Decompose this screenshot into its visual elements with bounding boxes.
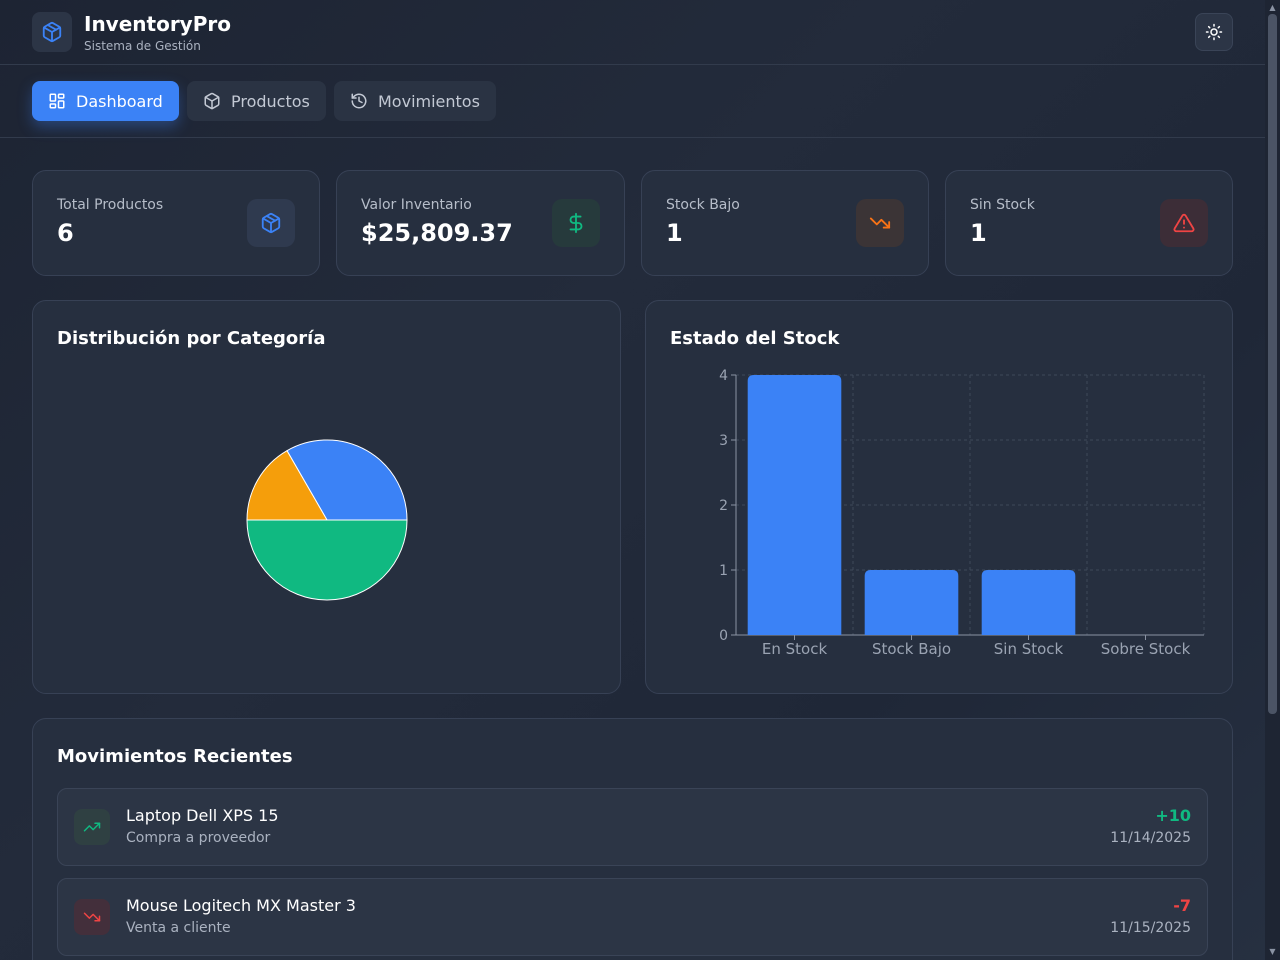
x-tick-label: Sobre Stock xyxy=(1101,640,1191,658)
pie-slice[interactable] xyxy=(286,439,408,521)
tab-label: Dashboard xyxy=(76,91,163,111)
tab-dashboard[interactable]: Dashboard xyxy=(32,81,179,121)
stat-icon-box xyxy=(247,199,295,247)
y-tick-label: 3 xyxy=(719,433,728,449)
stat-value: $25,809.37 xyxy=(361,219,513,247)
stock-status-panel: Estado del Stock 0 1 2 3 4 En Stock Stock Bajo… xyxy=(645,300,1233,694)
recent-movements-panel: Movimientos Recientes Laptop Dell XPS 15… xyxy=(32,718,1233,960)
movement-item[interactable]: Laptop Dell XPS 15 Compra a proveedor +1… xyxy=(57,788,1208,866)
movement-description: Compra a proveedor xyxy=(126,830,271,846)
tab-productos[interactable]: Productos xyxy=(187,81,326,121)
pie-slice[interactable] xyxy=(246,450,328,521)
box-icon xyxy=(204,92,220,110)
grid-icon xyxy=(49,93,65,109)
page-scrollbar[interactable]: ▲ ▼ xyxy=(1265,0,1280,960)
pie-slice[interactable] xyxy=(246,519,408,601)
category-pie-chart xyxy=(246,439,408,601)
x-tick-label: Sin Stock xyxy=(994,640,1064,658)
y-tick-label: 0 xyxy=(719,628,728,644)
stock-bar-chart: 0 1 2 3 4 En Stock Stock Bajo Sin Stock Sobre St… xyxy=(719,368,1205,658)
y-tick-label: 4 xyxy=(719,368,728,384)
movement-product-name: Laptop Dell XPS 15 xyxy=(126,806,279,825)
stat-label: Stock Bajo xyxy=(666,197,740,213)
movement-product-name: Mouse Logitech MX Master 3 xyxy=(126,896,356,915)
bar[interactable] xyxy=(747,375,842,635)
alert-triangle-icon xyxy=(1173,213,1195,233)
box-icon xyxy=(42,21,62,43)
movement-description: Venta a cliente xyxy=(126,920,231,936)
box-icon xyxy=(261,212,281,234)
bar[interactable] xyxy=(864,570,959,635)
stat-card-stock-bajo: Stock Bajo 1 xyxy=(641,170,929,276)
y-tick-label: 2 xyxy=(719,498,728,514)
dollar-icon xyxy=(569,212,583,234)
stat-label: Sin Stock xyxy=(970,197,1035,213)
x-tick-label: Stock Bajo xyxy=(872,640,951,658)
movement-icon-box xyxy=(74,899,110,935)
scroll-up-arrow[interactable]: ▲ xyxy=(1269,3,1276,12)
stat-card-valor-inventario: Valor Inventario $25,809.37 xyxy=(336,170,625,276)
sun-icon xyxy=(1205,23,1223,41)
app-logo xyxy=(32,12,72,52)
tab-movimientos[interactable]: Movimientos xyxy=(334,81,496,121)
stat-icon-box xyxy=(552,199,600,247)
stat-icon-box xyxy=(856,199,904,247)
nav-tabs: Dashboard Productos Movimientos xyxy=(0,65,1265,138)
stat-card-total-productos: Total Productos 6 xyxy=(32,170,320,276)
stat-value: 1 xyxy=(970,219,987,247)
movement-quantity: -7 xyxy=(1173,896,1191,915)
x-tick-label: En Stock xyxy=(762,640,828,658)
movement-date: 11/14/2025 xyxy=(1110,830,1191,846)
panel-title: Movimientos Recientes xyxy=(57,746,293,767)
movement-date: 11/15/2025 xyxy=(1110,920,1191,936)
theme-toggle-button[interactable] xyxy=(1195,13,1233,51)
stat-label: Valor Inventario xyxy=(361,197,472,213)
bar[interactable] xyxy=(981,570,1076,635)
stat-label: Total Productos xyxy=(57,197,164,213)
trending-down-icon xyxy=(83,912,101,922)
movement-quantity: +10 xyxy=(1155,806,1191,825)
trending-down-icon xyxy=(869,217,891,229)
tab-label: Movimientos xyxy=(378,91,480,111)
history-icon xyxy=(351,93,367,109)
trending-up-icon xyxy=(83,822,101,832)
stat-icon-box xyxy=(1160,199,1208,247)
panel-title: Distribución por Categoría xyxy=(57,328,326,349)
y-tick-label: 1 xyxy=(719,563,728,579)
scroll-down-arrow[interactable]: ▼ xyxy=(1269,947,1276,956)
panel-title: Estado del Stock xyxy=(670,328,840,349)
movement-icon-box xyxy=(74,809,110,845)
app-title: InventoryPro xyxy=(84,12,231,36)
stat-value: 1 xyxy=(666,219,683,247)
tab-label: Productos xyxy=(231,91,310,111)
app-subtitle: Sistema de Gestión xyxy=(84,39,201,53)
stat-card-sin-stock: Sin Stock 1 xyxy=(945,170,1233,276)
scroll-thumb[interactable] xyxy=(1268,14,1277,714)
app-header: InventoryPro Sistema de Gestión xyxy=(0,0,1265,65)
stat-value: 6 xyxy=(57,219,74,247)
movement-item[interactable]: Mouse Logitech MX Master 3 Venta a clien… xyxy=(57,878,1208,956)
category-distribution-panel: Distribución por Categoría xyxy=(32,300,621,694)
